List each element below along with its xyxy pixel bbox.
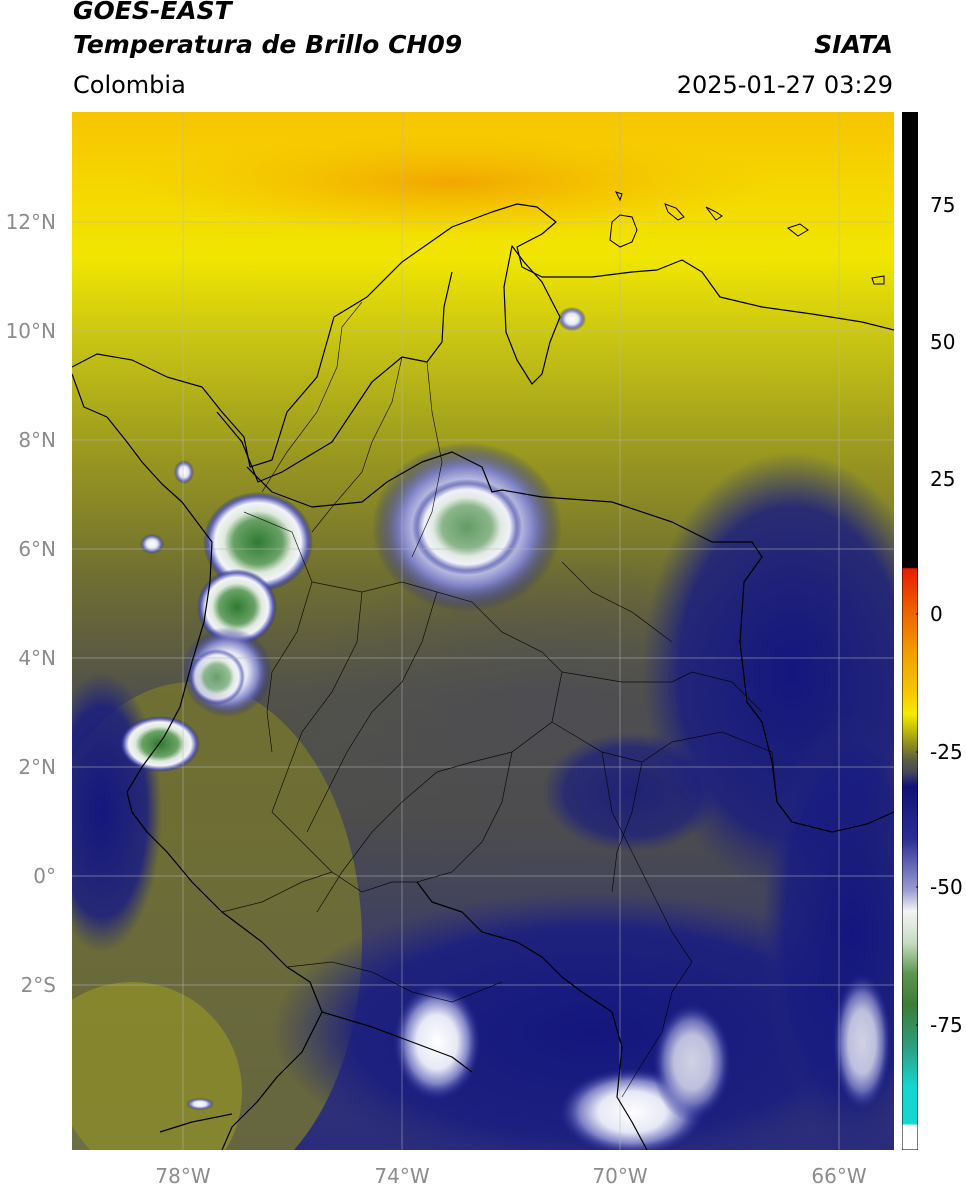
lat-label-6n: 6°N bbox=[18, 537, 56, 561]
graticule bbox=[72, 112, 894, 1150]
colorbar-tick-minus75: -75 bbox=[930, 1013, 963, 1037]
title-satellite: GOES-EAST bbox=[73, 0, 232, 25]
lat-label-0: 0° bbox=[33, 864, 56, 888]
title-product: Temperatura de Brillo CH09 bbox=[73, 30, 463, 59]
brightness-temperature-map bbox=[72, 112, 894, 1150]
lat-label-2s: 2°S bbox=[20, 973, 56, 997]
lon-label-78w: 78°W bbox=[155, 1164, 211, 1188]
lat-label-10n: 10°N bbox=[5, 319, 56, 343]
lon-label-66w: 66°W bbox=[811, 1164, 867, 1188]
lat-label-8n: 8°N bbox=[18, 428, 56, 452]
islands bbox=[609, 191, 885, 285]
convective-cell bbox=[392, 982, 482, 1102]
colorbar-tick-50: 50 bbox=[930, 330, 956, 354]
convective-cell bbox=[120, 716, 200, 772]
colorbar-tick-0: 0 bbox=[930, 602, 943, 626]
colorbar-tick-75: 75 bbox=[930, 193, 956, 217]
region-label: Colombia bbox=[73, 71, 186, 99]
lat-label-4n: 4°N bbox=[18, 646, 56, 670]
department-borders bbox=[221, 301, 778, 1098]
temperature-colorbar bbox=[902, 112, 918, 1150]
colorbar-tick-minus25: -25 bbox=[930, 740, 963, 764]
brand-label: SIATA bbox=[814, 30, 893, 59]
colorbar-tick-25: 25 bbox=[930, 467, 956, 491]
colorbar-tick-minus50: -50 bbox=[930, 875, 963, 899]
lon-label-70w: 70°W bbox=[592, 1164, 648, 1188]
convective-cell bbox=[203, 492, 313, 592]
lon-label-74w: 74°W bbox=[374, 1164, 430, 1188]
lat-label-2n: 2°N bbox=[18, 755, 56, 779]
lat-label-12n: 12°N bbox=[5, 210, 56, 234]
timestamp: 2025-01-27 03:29 bbox=[676, 71, 893, 99]
